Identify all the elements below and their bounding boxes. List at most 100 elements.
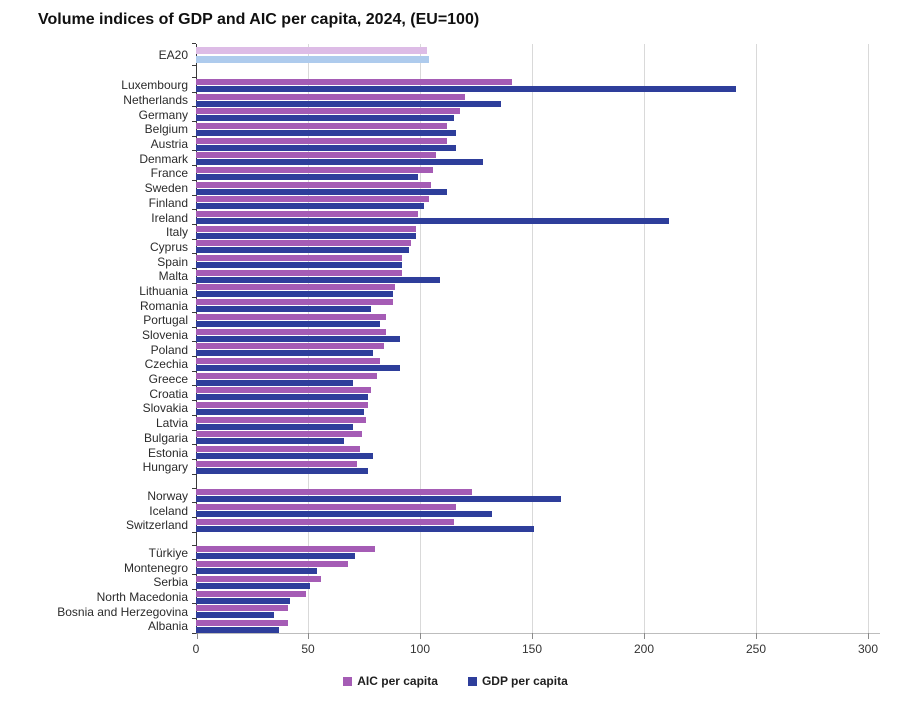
aic-bar — [196, 387, 371, 394]
country-row: Iceland — [0, 502, 911, 518]
category-label: Montenegro — [123, 560, 188, 575]
gdp-bar — [196, 350, 373, 357]
country-row: Slovakia — [0, 400, 911, 416]
category-label: Norway — [147, 488, 188, 503]
aic-bar — [196, 255, 403, 262]
aic-bar — [196, 152, 436, 159]
aic-bar — [196, 225, 416, 232]
category-label: Denmark — [139, 151, 188, 166]
bar-pair — [196, 328, 400, 342]
bar-pair — [196, 561, 349, 575]
country-row: Bosnia and Herzegovina — [0, 603, 911, 619]
country-row: Türkiye — [0, 544, 911, 561]
country-row: Montenegro — [0, 559, 911, 575]
x-axis-tick-label: 0 — [192, 642, 200, 656]
gdp-bar — [196, 612, 275, 619]
gdp-bar — [196, 394, 369, 401]
aic-bar — [196, 93, 465, 100]
aic-bar — [196, 328, 387, 335]
gdp-bar — [196, 320, 380, 327]
aic-bar — [196, 181, 432, 188]
category-label: Serbia — [153, 575, 188, 590]
gdp-bar — [196, 467, 369, 474]
category-label: Albania — [147, 619, 188, 634]
category-label: North Macedonia — [96, 590, 188, 605]
gdp-bar — [196, 306, 371, 313]
bar-pair — [196, 299, 394, 313]
country-row: Spain — [0, 253, 911, 269]
aic-legend-swatch-icon — [343, 676, 353, 686]
bar-pair — [196, 619, 288, 633]
aic-bar — [196, 166, 434, 173]
gdp-bar — [196, 218, 669, 225]
gdp-bar — [196, 129, 456, 136]
country-row: Switzerland — [0, 516, 911, 533]
category-label: Switzerland — [125, 518, 188, 533]
category-label: Iceland — [149, 503, 188, 518]
gdp-bar — [196, 453, 373, 460]
x-axis-tick — [308, 633, 309, 639]
gdp-legend-swatch-icon — [467, 676, 477, 686]
gdp-bar — [196, 335, 400, 342]
country-row: Albania — [0, 618, 911, 634]
bar-pair — [196, 343, 385, 357]
category-label: Slovenia — [141, 328, 188, 343]
country-row: Bulgaria — [0, 429, 911, 446]
aic-bar — [196, 284, 396, 291]
country-row: France — [0, 165, 911, 181]
gridline — [532, 44, 533, 633]
aic-bar — [196, 196, 429, 203]
gdp-bar — [196, 597, 291, 604]
country-row: Serbia — [0, 574, 911, 590]
bar-pair — [196, 255, 403, 269]
category-label: Czechia — [144, 357, 188, 372]
gdp-bar — [196, 262, 403, 269]
aic-bar — [196, 240, 412, 247]
category-label: Malta — [158, 269, 188, 284]
aic-bar — [196, 416, 367, 423]
bar-groups: EA20 Luxembourg Netherlands Germany Belgium A… — [0, 43, 911, 634]
aic-bar — [196, 78, 512, 85]
bar-pair — [196, 181, 447, 195]
aic-bar — [196, 575, 322, 582]
group-euro-area-aggregate: EA20 — [0, 43, 911, 66]
gdp-legend-label: GDP per capita — [481, 674, 568, 688]
country-row: Germany — [0, 106, 911, 122]
group-eu-countries: Luxembourg Netherlands Germany Belgium Austr… — [0, 77, 911, 475]
x-axis-tick — [420, 633, 421, 639]
x-axis-tick — [756, 633, 757, 639]
bar-pair — [196, 546, 376, 560]
category-label: Poland — [150, 342, 188, 357]
legend-item-aic: AIC per capita — [343, 674, 438, 688]
gridline — [868, 44, 869, 633]
bar-pair — [196, 489, 562, 503]
gdp-bar — [196, 85, 736, 92]
country-row: Hungary — [0, 458, 911, 475]
x-axis-tick — [868, 633, 869, 639]
category-label: France — [150, 166, 188, 181]
gdp-bar — [196, 511, 492, 518]
aic-bar — [196, 343, 385, 350]
country-row: Denmark — [0, 150, 911, 166]
bar-pair — [196, 446, 373, 460]
gdp-bar — [196, 379, 353, 386]
category-label: Spain — [157, 254, 188, 269]
bar-pair — [196, 211, 669, 225]
aic-bar — [196, 299, 394, 306]
category-label: Finland — [148, 195, 188, 210]
country-row: Croatia — [0, 385, 911, 401]
bar-pair — [196, 47, 429, 63]
aic-bar — [196, 546, 376, 553]
category-label: Germany — [138, 107, 188, 122]
aic-bar — [196, 401, 369, 408]
category-label: Austria — [150, 137, 188, 152]
bar-pair — [196, 137, 456, 151]
category-label: Lithuania — [139, 283, 188, 298]
country-row: North Macedonia — [0, 588, 911, 605]
bar-pair — [196, 460, 369, 474]
gdp-bar — [196, 159, 483, 166]
aic-bar — [196, 431, 362, 438]
x-axis-tick — [197, 633, 198, 639]
aic-bar — [196, 269, 403, 276]
